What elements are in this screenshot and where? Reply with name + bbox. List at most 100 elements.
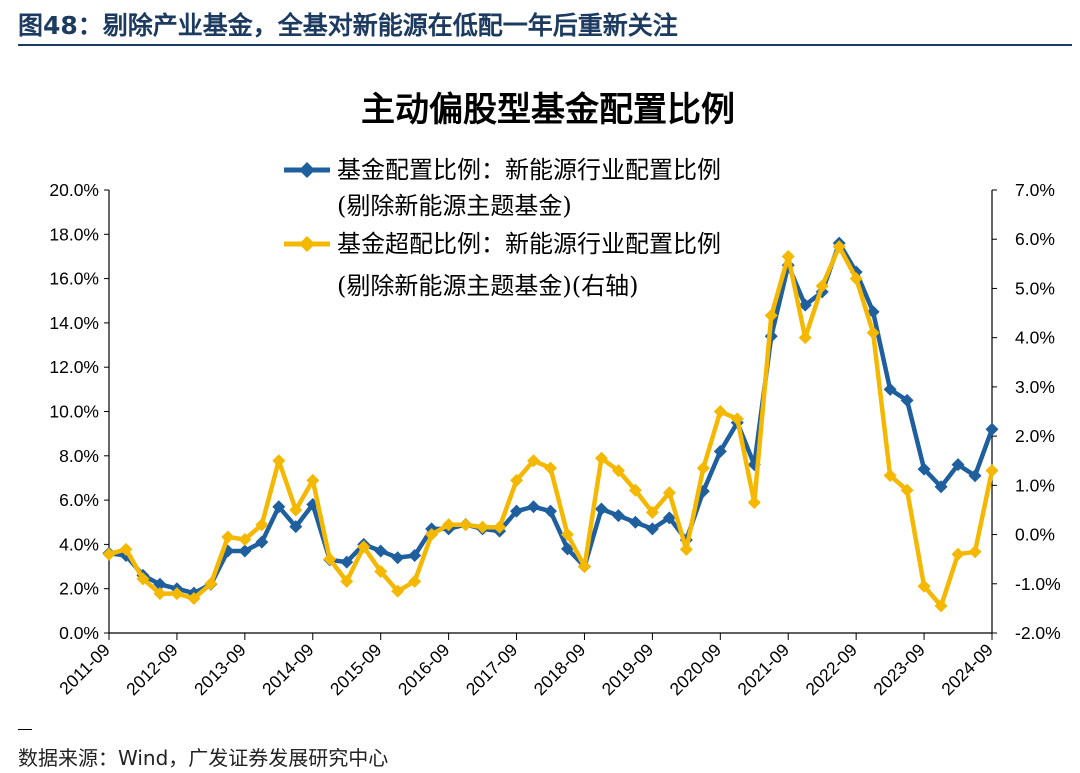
x-tick-label: 2012-09 [122,640,182,700]
legend-swatch-1-marker [299,162,315,178]
series-1-point [527,500,541,514]
series-1-point [985,422,999,436]
series-2-point [136,572,150,586]
legend-label-2a: 基金超配比例：新能源行业配置比例 [337,230,721,258]
x-tick-label: 2014-09 [258,640,318,700]
series-2-point [781,249,795,263]
series-1-point [883,382,897,396]
figure-title: 图48：剔除产业基金，全基对新能源在低配一年后重新关注 [18,11,678,40]
right-tick-label: 4.0% [1015,328,1055,348]
series-2-point [866,326,880,340]
series-1-point [645,522,659,536]
series-2-point [425,528,439,542]
series-2-point [611,464,625,478]
left-tick-label: 8.0% [59,446,99,466]
x-tick-label: 2020-09 [666,640,726,700]
series-2-point [730,412,744,426]
left-tick-label: 10.0% [49,402,99,422]
series-2-point [628,483,642,497]
series-2-point [544,461,557,475]
series-1-point [289,520,303,534]
x-tick-label: 2013-09 [190,640,250,700]
chart-area: 主动偏股型基金配置比例 0.0% 2.0% 4.0% 6.0% 8.0% 10.0% 12.… [49,90,1061,700]
x-tick-label: 2019-09 [598,640,658,700]
series-2-point [289,503,303,517]
series-2-point [119,542,133,556]
series-2-point [900,483,914,497]
x-tick-label: 2015-09 [326,640,386,700]
right-tick-label: -1.0% [1015,574,1061,594]
series-2-point [510,473,524,487]
right-tick-label: 3.0% [1015,377,1055,397]
series-2-point [306,473,320,487]
left-tick-label: 12.0% [49,357,99,377]
series-2-point [577,560,591,574]
series-1-point [560,542,574,556]
series-2-point [187,592,201,606]
series-2-point [798,331,812,345]
title-divider [18,44,1072,46]
series-2-point [815,279,829,293]
series-1-point [255,535,269,549]
legend-label-1a: 基金配置比例：新能源行业配置比例 [337,156,721,184]
series-2-point [951,547,965,561]
x-tick-label: 2017-09 [462,640,522,700]
series-2-point [934,599,948,613]
series-2-point [493,520,507,534]
series-1-point [900,393,914,407]
series-2-point [594,451,608,465]
left-tick-label: 2.0% [59,579,99,599]
series-2-point [713,405,727,418]
right-tick-label: 0.0% [1015,525,1055,545]
series-2-point [272,454,286,468]
x-tick-label: 2024-09 [937,640,997,700]
legend-swatch-2-marker [299,236,315,252]
series-1-point [917,462,931,476]
legend: 基金配置比例：新能源行业配置比例 (剔除新能源主题基金) 基金超配比例：新能源行… [284,156,721,300]
source-note: 数据来源：Wind，广发证券发展研究中心 [18,746,389,770]
series-1-point [408,548,422,562]
left-tick-label: 16.0% [49,269,99,289]
series-1-point [611,509,625,523]
right-tick-label: -2.0% [1015,623,1061,643]
series-2-point [374,564,388,578]
series-2-point [153,587,167,601]
series-1-point [934,480,948,494]
series-2-point [170,587,184,601]
x-tick-label: 2023-09 [869,640,929,700]
legend-label-1b: (剔除新能源主题基金) [337,192,572,220]
series-2-point [662,486,676,500]
series-2-point [764,309,778,323]
series-1-point [272,500,286,514]
right-tick-label: 2.0% [1015,426,1055,446]
series-2-point [917,579,931,593]
series-2-point [696,461,710,475]
series-1-point [153,577,167,591]
series-2-point [476,520,490,534]
series-2-point [323,552,337,566]
series-2-point [968,545,982,559]
series-2-point [340,574,354,588]
series-2-point [102,547,116,561]
left-tick-label: 20.0% [49,180,99,200]
series-1-point [628,515,642,529]
series-1-point [391,551,405,565]
series-2-point [221,530,235,544]
series-1-point [238,544,252,558]
series-1-point [340,555,354,569]
right-tick-label: 7.0% [1015,180,1055,200]
series-2-point [985,464,999,478]
x-tick-label: 2016-09 [394,640,454,700]
series-1-point [662,511,676,525]
series-1-point [713,444,727,458]
footer-divider [18,729,32,730]
left-tick-label: 0.0% [59,623,99,643]
series-1-point [374,544,388,558]
chart-title: 主动偏股型基金配置比例 [361,90,735,130]
series-2-point [527,454,541,468]
x-tick-label: 2022-09 [801,640,861,700]
series-1-point [544,504,557,518]
x-tick-label: 2018-09 [530,640,590,700]
series-2-point [459,518,473,532]
series-2-point [832,240,846,254]
